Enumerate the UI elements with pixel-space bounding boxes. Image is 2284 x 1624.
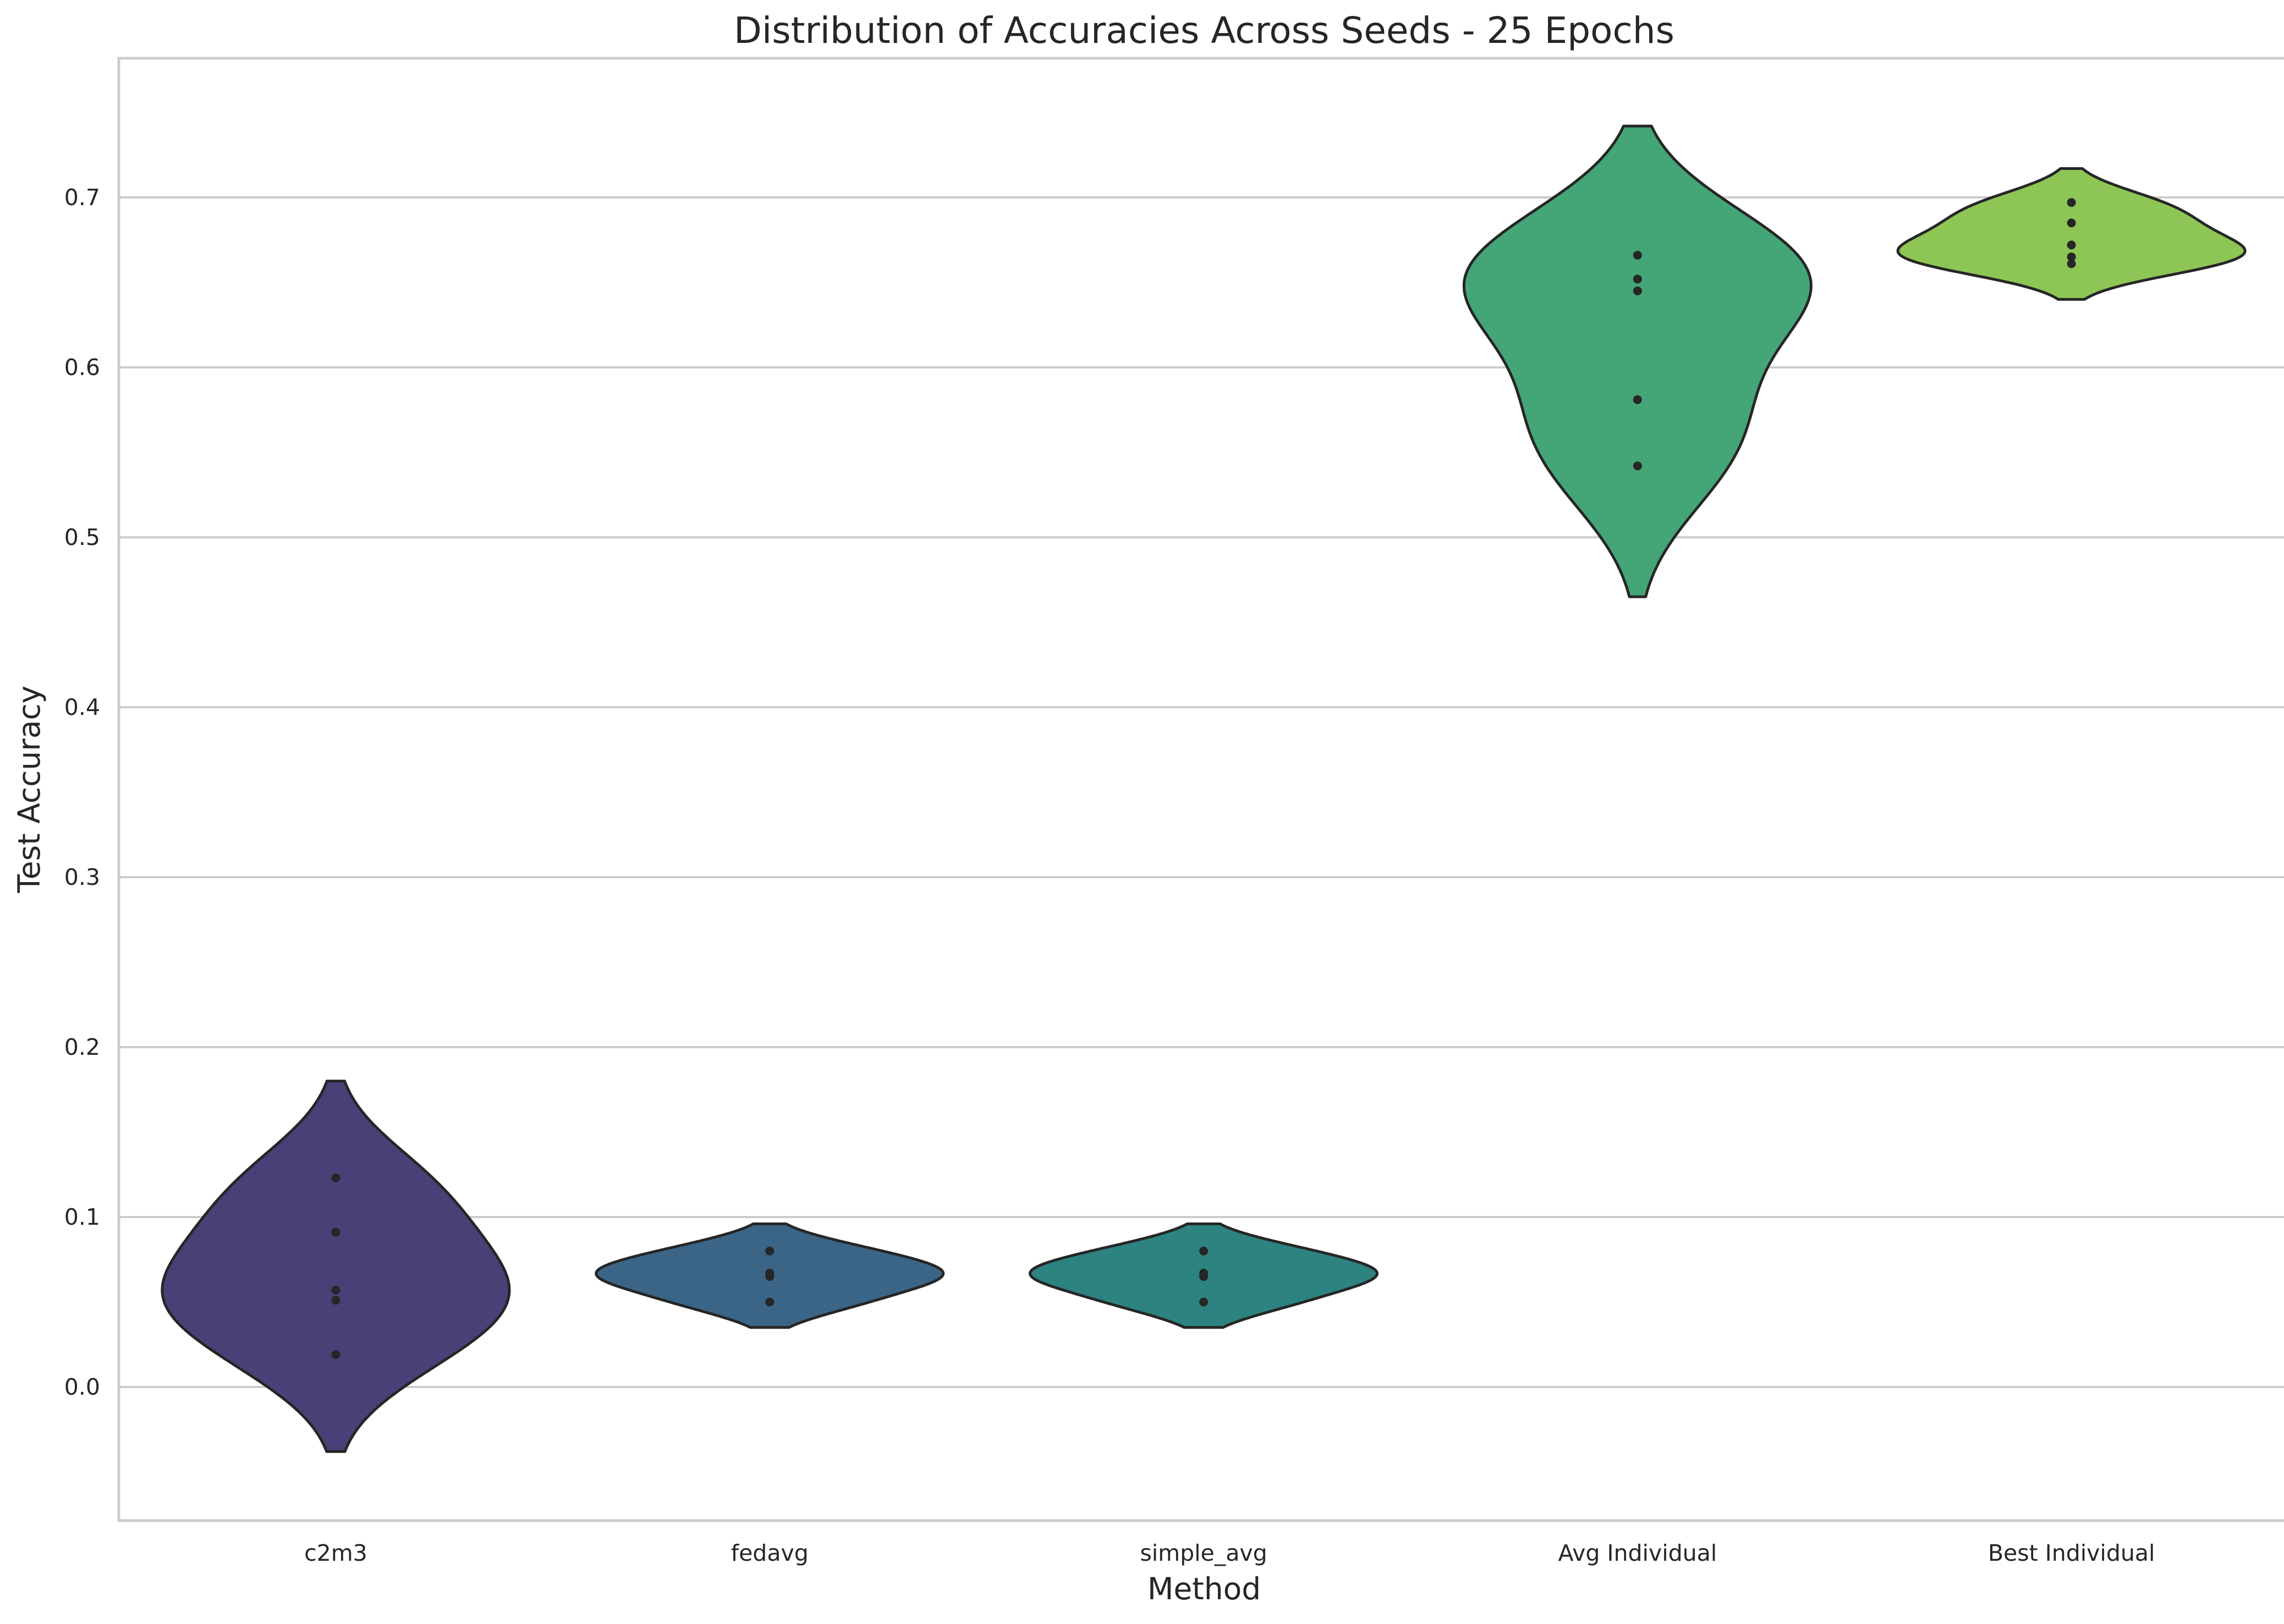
y-tick-label: 0.5	[64, 524, 100, 550]
y-tick-label: 0.1	[64, 1204, 100, 1230]
violin-avg-individual	[1462, 124, 1813, 598]
y-tick-label: 0.2	[64, 1034, 100, 1060]
seed-point	[1633, 286, 1642, 295]
y-tick-label: 0.7	[64, 184, 100, 211]
seed-point	[331, 1173, 341, 1182]
seed-point	[1199, 1297, 1208, 1307]
seed-point	[2067, 259, 2076, 268]
seed-point	[1633, 251, 1642, 260]
seed-point	[765, 1297, 775, 1307]
y-tick-labels: 0.0 0.1 0.2 0.3 0.4 0.5 0.6 0.7	[64, 184, 100, 1400]
seed-point	[2067, 240, 2076, 250]
seed-point	[1633, 274, 1642, 284]
violin-best-individual	[1896, 167, 2247, 301]
x-tick-label: Avg Individual	[1558, 1540, 1717, 1566]
seed-point	[1199, 1268, 1208, 1278]
seed-points	[331, 198, 2076, 1359]
plot-area	[117, 57, 2284, 1522]
seed-point	[1633, 461, 1642, 471]
violin-c2m3	[161, 1080, 511, 1453]
x-tick-label: simple_avg	[1140, 1540, 1267, 1566]
y-axis-label: Test Accuracy	[12, 686, 47, 894]
seed-point	[331, 1285, 341, 1295]
seed-point	[765, 1268, 775, 1278]
x-axis-label: Method	[1148, 1571, 1261, 1606]
seed-point	[1633, 395, 1642, 404]
seed-point	[2067, 218, 2076, 228]
seed-point	[331, 1227, 341, 1237]
seed-point	[331, 1350, 341, 1359]
seed-point	[331, 1296, 341, 1305]
y-tick-label: 0.4	[64, 694, 100, 720]
seed-point	[765, 1246, 775, 1256]
x-tick-label: c2m3	[304, 1540, 367, 1566]
y-tick-label: 0.6	[64, 354, 100, 381]
gridlines	[119, 196, 2284, 1388]
y-tick-label: 0.3	[64, 864, 100, 890]
y-tick-label: 0.0	[64, 1374, 100, 1400]
x-tick-labels: c2m3 fedavg simple_avg Avg Individual Best I…	[304, 1540, 2155, 1566]
seed-point	[2067, 198, 2076, 207]
x-tick-label: fedavg	[731, 1540, 809, 1566]
x-tick-label: Best Individual	[1988, 1540, 2155, 1566]
chart-title: Distribution of Accuracies Across Seeds …	[734, 9, 1674, 52]
seed-point	[2067, 252, 2076, 262]
seed-point	[1199, 1246, 1208, 1256]
